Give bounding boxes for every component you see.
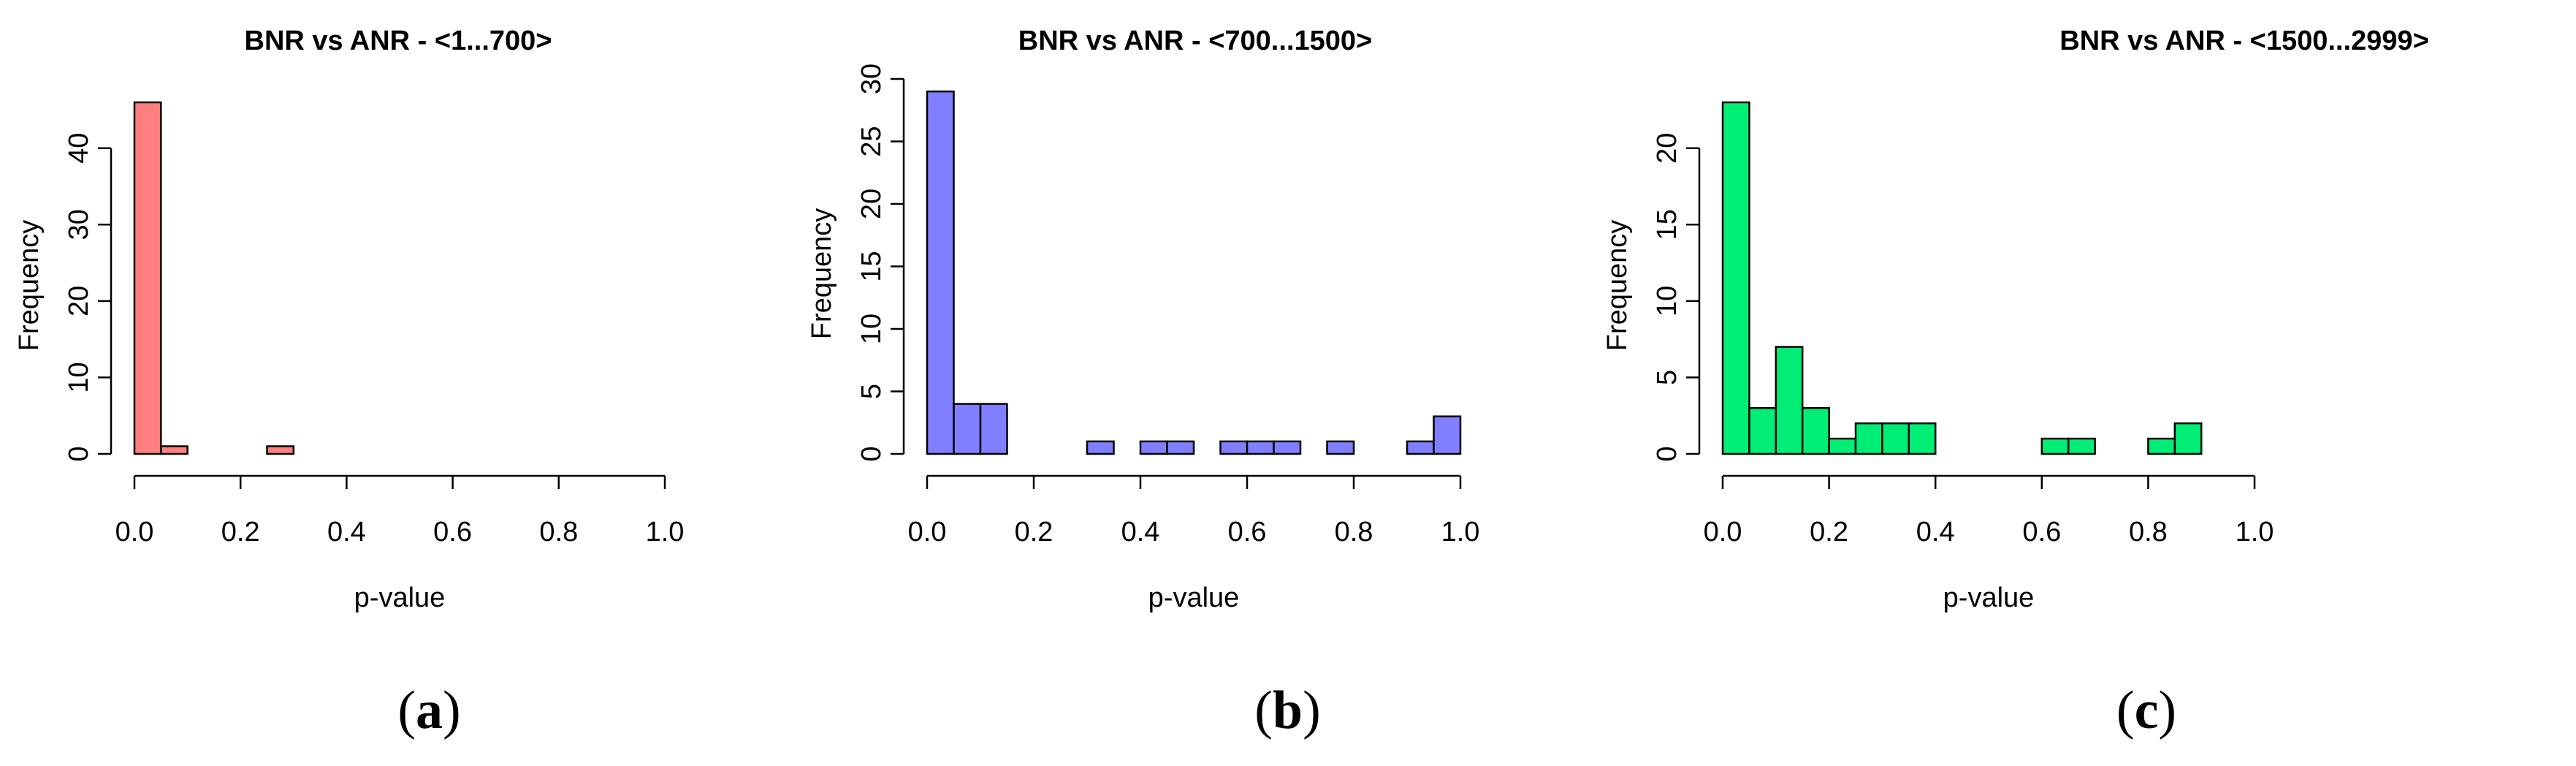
y-tick-label-a: 30 xyxy=(64,209,94,240)
histogram-bar-b xyxy=(926,90,955,455)
y-tick-label-c: 5 xyxy=(1652,370,1683,385)
caption-b: (b) xyxy=(1254,680,1321,740)
histogram-bar-c xyxy=(1748,407,1777,455)
histogram-bar-b xyxy=(1246,440,1275,455)
x-axis-label-a: p-value xyxy=(354,583,446,613)
histogram-bar-b xyxy=(953,403,982,455)
chart-title-b: BNR vs ANR - <700...1500> xyxy=(1018,26,1372,56)
x-tick-label-c: 1.0 xyxy=(2236,517,2274,547)
histogram-bar-b xyxy=(979,403,1008,455)
y-axis-label-b: Frequency xyxy=(807,208,837,340)
x-tick-label-b: 1.0 xyxy=(1441,517,1480,547)
x-axis-label-c: p-value xyxy=(1943,583,2035,613)
histogram-bar-c xyxy=(1775,346,1804,455)
y-tick-label-a: 10 xyxy=(64,362,94,393)
y-tick-label-b: 15 xyxy=(856,251,887,281)
histogram-bar-c xyxy=(1881,422,1910,455)
chart-title-c: BNR vs ANR - <1500...2999> xyxy=(2059,26,2429,56)
y-tick-label-b: 20 xyxy=(856,189,887,219)
y-tick-label-a: 20 xyxy=(64,286,94,316)
x-tick-label-b: 0.0 xyxy=(908,517,947,547)
histogram-bar-c xyxy=(2147,437,2176,455)
histogram-bar-c xyxy=(2173,422,2203,455)
histogram-bar-a xyxy=(266,445,295,455)
x-tick-label-a: 1.0 xyxy=(646,517,685,547)
y-tick-label-c: 0 xyxy=(1652,446,1683,461)
chart-panel-a: BNR vs ANR - <1...700> 0.0 0.2 0.4 0.6 0.8 1.0… xyxy=(0,0,858,766)
x-tick-label-c: 0.4 xyxy=(1916,517,1955,547)
histogram-bar-a xyxy=(160,445,188,455)
y-tick-label-b: 25 xyxy=(856,126,887,156)
histogram-bar-b xyxy=(1086,440,1115,455)
histogram-bar-b xyxy=(1433,415,1462,455)
histogram-bar-b xyxy=(1166,440,1195,455)
caption-c: (c) xyxy=(2116,680,2177,740)
histogram-bar-b xyxy=(1326,440,1355,455)
y-tick-label-c: 15 xyxy=(1652,209,1683,240)
x-tick-label-a: 0.4 xyxy=(327,517,366,547)
histogram-a: BNR vs ANR - <1...700> 0.0 0.2 0.4 0.6 0.8 1.0… xyxy=(14,26,685,613)
x-tick-label-c: 0.2 xyxy=(1810,517,1848,547)
y-axis-label-a: Frequency xyxy=(14,220,45,352)
histogram-bar-b xyxy=(1273,440,1302,455)
x-tick-label-c: 0.6 xyxy=(2022,517,2061,547)
histogram-bar-c xyxy=(1801,407,1830,455)
x-axis-label-b: p-value xyxy=(1148,583,1240,613)
y-tick-label-b: 0 xyxy=(856,446,887,461)
x-tick-label-b: 0.8 xyxy=(1335,517,1373,547)
x-tick-label-a: 0.2 xyxy=(221,517,260,547)
caption-letter-b: b xyxy=(1272,680,1303,740)
y-tick-label-b: 10 xyxy=(856,314,887,344)
y-tick-label-b: 5 xyxy=(856,384,887,399)
histogram-bar-b xyxy=(1139,440,1168,455)
chart-panel-c: BNR vs ANR - <1500...2999> 0.0 0.2 0.4 0.6 0.… xyxy=(1602,0,2576,766)
histogram-bar-b xyxy=(1406,440,1435,455)
histogram-bar-c xyxy=(1908,422,1937,455)
histogram-b: BNR vs ANR - <700...1500> 0.0 0.2 0.4 0.6 0.8… xyxy=(807,26,1480,613)
x-tick-label-a: 0.6 xyxy=(433,517,472,547)
x-tick-label-b: 0.6 xyxy=(1228,517,1267,547)
chart-panel-b: BNR vs ANR - <700...1500> 0.0 0.2 0.4 0.6 0.8… xyxy=(807,0,1717,766)
y-tick-label-a: 40 xyxy=(64,133,94,164)
y-tick-label-a: 0 xyxy=(64,446,94,461)
caption-letter-c: c xyxy=(2134,680,2159,740)
x-tick-label-b: 0.4 xyxy=(1121,517,1160,547)
chart-title-a: BNR vs ANR - <1...700> xyxy=(245,26,552,56)
caption-a: (a) xyxy=(397,680,461,740)
y-axis-label-c: Frequency xyxy=(1602,220,1633,352)
histogram-bar-c xyxy=(1721,101,1750,455)
x-tick-label-c: 0.0 xyxy=(1704,517,1742,547)
caption-letter-a: a xyxy=(416,680,443,740)
x-tick-label-c: 0.8 xyxy=(2129,517,2168,547)
y-tick-label-b: 30 xyxy=(856,64,887,94)
histogram-c: BNR vs ANR - <1500...2999> 0.0 0.2 0.4 0.6 0.… xyxy=(1602,26,2429,613)
histogram-bar-c xyxy=(2040,437,2070,455)
histogram-bar-c xyxy=(1828,437,1857,455)
histogram-bar-b xyxy=(1219,440,1249,455)
x-tick-label-a: 0.8 xyxy=(539,517,578,547)
x-tick-label-b: 0.2 xyxy=(1015,517,1053,547)
histogram-bar-c xyxy=(2067,437,2096,455)
histogram-bar-a xyxy=(133,101,162,455)
x-tick-label-a: 0.0 xyxy=(115,517,154,547)
y-tick-label-c: 10 xyxy=(1652,286,1683,316)
histogram-bar-c xyxy=(1854,422,1883,455)
y-tick-label-c: 20 xyxy=(1652,133,1683,164)
